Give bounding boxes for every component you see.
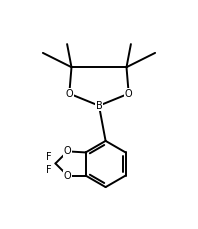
Text: O: O	[64, 171, 71, 180]
Text: F: F	[46, 165, 51, 174]
Text: O: O	[125, 89, 132, 99]
Text: F: F	[46, 152, 51, 162]
Text: O: O	[66, 89, 73, 99]
Text: O: O	[64, 146, 71, 156]
Text: B: B	[96, 101, 102, 111]
